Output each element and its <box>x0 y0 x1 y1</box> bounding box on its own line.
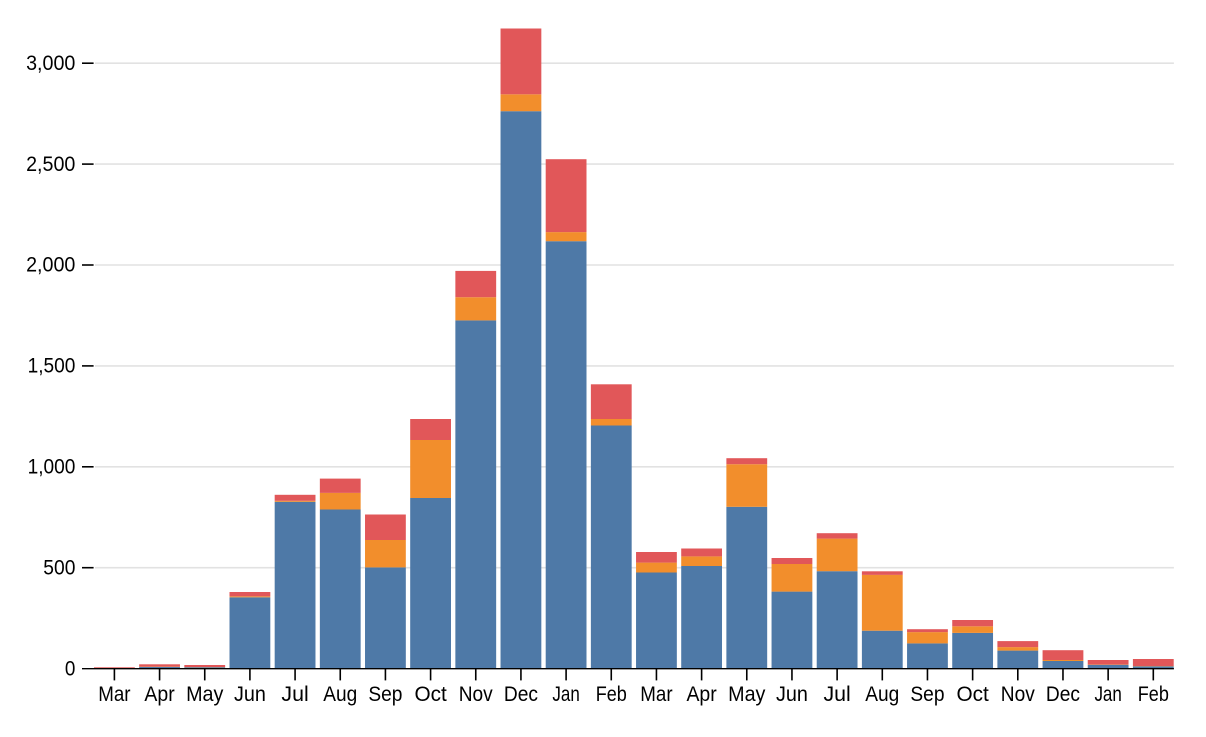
svg-text:3,000: 3,000 <box>26 52 75 75</box>
svg-text:Jun: Jun <box>234 683 266 706</box>
svg-text:Sep: Sep <box>910 683 944 706</box>
svg-text:May: May <box>186 683 224 706</box>
svg-text:Feb: Feb <box>1138 683 1169 706</box>
svg-text:2,000: 2,000 <box>26 254 75 277</box>
svg-text:Jan: Jan <box>1094 683 1121 706</box>
svg-text:Apr: Apr <box>686 683 716 706</box>
svg-text:Nov: Nov <box>459 683 493 706</box>
svg-text:Jul: Jul <box>281 683 308 706</box>
svg-text:May: May <box>728 683 766 706</box>
svg-text:Apr: Apr <box>144 683 174 706</box>
svg-text:0: 0 <box>65 657 76 680</box>
svg-text:1,000: 1,000 <box>28 456 76 479</box>
svg-text:Mar: Mar <box>640 683 672 706</box>
svg-text:Feb: Feb <box>596 683 627 706</box>
svg-text:Aug: Aug <box>865 683 899 706</box>
svg-text:Mar: Mar <box>98 683 130 706</box>
svg-text:Jun: Jun <box>776 683 808 706</box>
svg-text:Oct: Oct <box>414 683 446 706</box>
svg-text:Jan: Jan <box>552 683 579 706</box>
svg-text:Sep: Sep <box>368 683 402 706</box>
svg-text:Jul: Jul <box>823 683 850 706</box>
svg-text:Oct: Oct <box>956 683 988 706</box>
svg-text:Dec: Dec <box>1046 683 1080 706</box>
svg-text:Aug: Aug <box>323 683 357 706</box>
svg-text:500: 500 <box>43 556 75 579</box>
svg-text:Dec: Dec <box>504 683 538 706</box>
svg-text:2,500: 2,500 <box>26 153 75 176</box>
svg-text:1,500: 1,500 <box>28 355 76 378</box>
svg-text:Nov: Nov <box>1001 683 1035 706</box>
